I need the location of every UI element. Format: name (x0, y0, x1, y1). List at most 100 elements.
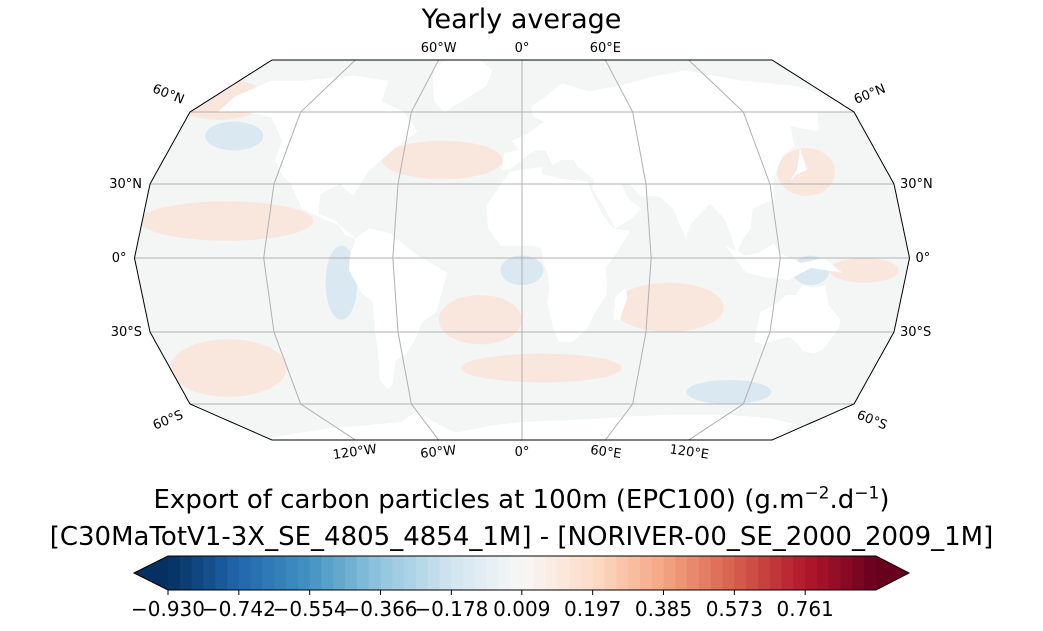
lat-label-right: 60°S (855, 408, 890, 434)
colorbar-label-exp2: −1 (854, 483, 880, 504)
colorbar-swatch (227, 556, 240, 590)
colorbar-swatch (415, 556, 429, 590)
colorbar-swatch (769, 556, 783, 590)
colorbar-swatch (651, 556, 665, 590)
lat-label-right: 60°N (852, 82, 888, 108)
colorbar-swatch (675, 556, 688, 590)
positive-anomaly-patch (613, 282, 724, 333)
colorbar-swatch (368, 556, 381, 590)
colorbar-swatch (238, 556, 252, 590)
colorbar-swatch (545, 556, 558, 590)
colorbar-swatch (333, 556, 346, 590)
graticule (134, 60, 910, 440)
lat-label-left: 0° (112, 251, 127, 266)
colorbar-swatch (168, 556, 181, 590)
colorbar-swatch (345, 556, 358, 590)
colorbar-swatch (510, 556, 523, 590)
colorbar-swatch (250, 556, 263, 590)
lat-label-left: 60°S (151, 408, 186, 434)
colorbar-swatch (404, 556, 417, 590)
lat-label-left: 60°N (150, 82, 186, 108)
lat-label-right: 30°S (900, 325, 931, 340)
colorbar-swatch (817, 556, 830, 590)
land-north-america (217, 75, 418, 239)
colorbar-swatch (356, 556, 370, 590)
colorbar-swatch (852, 556, 865, 590)
lon-label-top: 60°E (590, 41, 621, 56)
colorbar-label-exp1: −2 (804, 483, 830, 504)
positive-anomaly-patch (829, 258, 899, 283)
colorbar-swatch (569, 556, 582, 590)
positive-anomaly-patch (381, 140, 503, 180)
colorbar-tick-label: −0.178 (414, 597, 488, 621)
colorbar-label-prefix: Export of carbon particles at 100m (EPC1… (153, 485, 805, 515)
positive-anomaly-patch (777, 148, 835, 196)
land-eurasia (501, 70, 854, 254)
colorbar-swatch (628, 556, 641, 590)
colorbar-swatch (722, 556, 735, 590)
meridian-line (263, 60, 356, 440)
colorbar-swatch (533, 556, 547, 590)
colorbar-swatch (581, 556, 594, 590)
land-australia (754, 285, 841, 354)
colorbar-label-line2: [C30MaTotV1-3X_SE_4805_4854_1M] - [NORIV… (49, 522, 994, 552)
colorbar-swatch (463, 556, 476, 590)
colorbar-extend-max (876, 556, 909, 590)
colorbar-label-mid: .d (829, 485, 855, 515)
colorbar-swatch (699, 556, 712, 590)
lat-label-left: 30°S (111, 325, 142, 340)
negative-anomaly-patch (686, 380, 772, 404)
colorbar-swatch (262, 556, 275, 590)
colorbar-swatch (297, 556, 311, 590)
map-outline (133, 59, 911, 441)
colorbar-swatch (746, 556, 759, 590)
colorbar-tick-label: −0.742 (202, 597, 276, 621)
land-indonesia (725, 243, 843, 281)
positive-anomaly-patch (461, 353, 622, 383)
negative-anomaly-patch (205, 121, 264, 151)
colorbar-tick-label: −0.554 (273, 597, 347, 621)
colorbar-tick-label: 0.761 (777, 597, 834, 621)
land-greenland (433, 60, 493, 112)
lat-label-right: 30°N (900, 177, 933, 192)
colorbar-swatch (286, 556, 299, 590)
lon-label-bottom: 120°W (332, 442, 378, 463)
lon-label-bottom: 60°E (589, 443, 622, 462)
colorbar-swatch (734, 556, 747, 590)
colorbar-swatch (215, 556, 228, 590)
colorbar-label-suffix: ) (879, 485, 890, 515)
meridian-line (604, 60, 652, 440)
land-madagascar (613, 287, 628, 320)
colorbar-swatch (439, 556, 452, 590)
colorbar-swatch (805, 556, 818, 590)
land-antarctica (267, 411, 793, 440)
colorbar-swatch (687, 556, 700, 590)
colorbar-swatch (498, 556, 511, 590)
colorbar-swatch (380, 556, 393, 590)
lon-label-top: 60°W (421, 41, 457, 56)
colorbar-tick-label: −0.366 (344, 597, 418, 621)
meridian-line (688, 60, 781, 440)
lon-label-bottom: 60°W (420, 443, 457, 462)
colorbar-swatch (864, 556, 877, 590)
colorbar-swatch (474, 556, 488, 590)
land-japan (789, 148, 808, 182)
colorbar-label-line1: Export of carbon particles at 100m (EPC1… (0, 484, 1043, 516)
colorbar-swatch (828, 556, 842, 590)
colorbar-tick-label: −0.930 (131, 597, 205, 621)
positive-anomaly-patch (438, 295, 522, 345)
lon-label-bottom: 120°E (669, 442, 710, 462)
meridian-line (392, 60, 440, 440)
colorbar-swatch (203, 556, 216, 590)
colorbar-swatch (592, 556, 606, 590)
map (133, 59, 911, 441)
colorbar-tick-label: 0.385 (635, 597, 692, 621)
lon-label-top: 0° (515, 41, 530, 56)
colorbar-swatch (321, 556, 334, 590)
colorbar-tick-label: 0.197 (564, 597, 621, 621)
colorbar-swatch (191, 556, 204, 590)
positive-anomaly-patch (170, 339, 287, 397)
colorbar-swatch (616, 556, 629, 590)
colorbar-extend-min (134, 556, 168, 590)
